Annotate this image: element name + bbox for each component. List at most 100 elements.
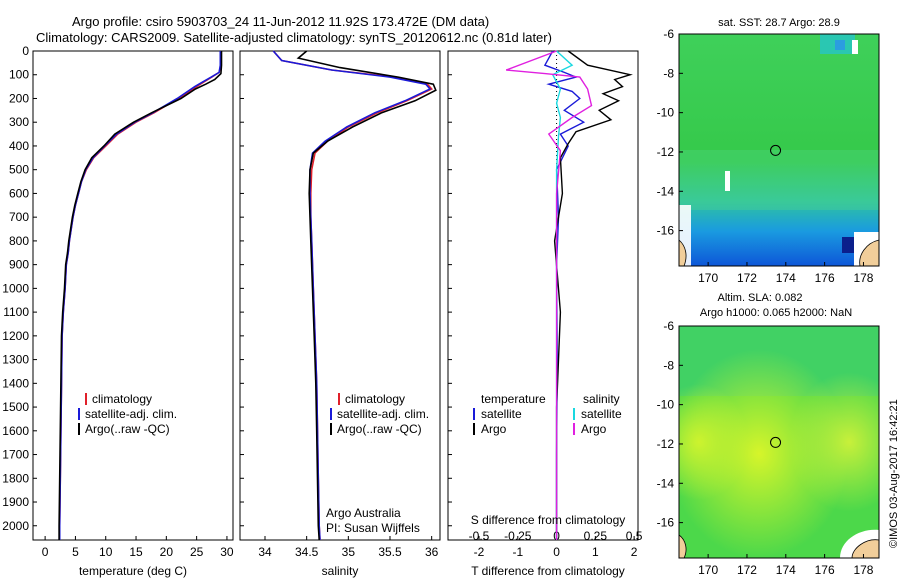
legend-label-sal-satellite: satellite [581, 407, 622, 421]
map-x-tick-label: 174 [776, 563, 796, 577]
map-x-tick-label: 170 [698, 563, 718, 577]
series-line-temperature-argo [553, 50, 633, 540]
sst-argo-location-marker [770, 144, 782, 156]
depth-tick-label: 1600 [2, 424, 29, 438]
legend-label-temp-argo: Argo [481, 422, 507, 436]
depth-tick-label: 1700 [2, 448, 29, 462]
difference-legend: temperature satellite Argo salinity sate… [473, 392, 622, 436]
difference-panel-frame [447, 50, 639, 541]
map-y-tick-label: -8 [663, 66, 674, 80]
legend-label-satellite: satellite-adj. clim. [85, 407, 177, 421]
series-line-salinity-argo [505, 50, 593, 540]
depth-tick-label: 1000 [2, 281, 29, 295]
depth-tick-label: 300 [9, 115, 29, 129]
x-tick-label: 34 [258, 545, 272, 559]
depth-tick-label: 700 [9, 210, 29, 224]
map-x-tick-label: 172 [737, 563, 757, 577]
x-tick-label: 15 [129, 545, 143, 559]
map-y-tick-label: -16 [657, 224, 675, 238]
x-tick-label: 35.5 [378, 545, 402, 559]
depth-tick-label: 1500 [2, 400, 29, 414]
temperature-panel-frame [32, 50, 234, 541]
map-y-tick-label: -10 [657, 398, 675, 412]
legend-label-satellite: satellite-adj. clim. [337, 407, 429, 421]
legend-title-temperature: temperature [481, 392, 546, 406]
x-tick-label: -1 [512, 545, 523, 559]
map-y-tick-label: -12 [657, 437, 675, 451]
depth-tick-label: 200 [9, 91, 29, 105]
legend-label-climatology: climatology [345, 392, 405, 406]
legend-label-climatology: climatology [92, 392, 152, 406]
map-y-tick-label: -16 [657, 516, 675, 530]
series-line-satellite-adj-clim- [272, 50, 432, 541]
depth-tick-label: 1800 [2, 471, 29, 485]
series-line-temperature-satellite [543, 50, 586, 540]
depth-tick-label: 1300 [2, 353, 29, 367]
map-y-tick-label: -14 [657, 476, 675, 490]
salinity-xlabel: salinity [322, 564, 359, 578]
x-tick-label: 2 [631, 545, 638, 559]
x-tick-label: 25 [190, 545, 204, 559]
figure-title-line1: Argo profile: csiro 5903703_24 11-Jun-20… [72, 14, 489, 29]
depth-tick-label: 800 [9, 234, 29, 248]
map-x-tick-label: 174 [776, 271, 796, 285]
depth-tick-label: 500 [9, 163, 29, 177]
temperature-xlabel: temperature (deg C) [79, 564, 187, 578]
map-x-tick-label: 172 [737, 271, 757, 285]
map-x-tick-label: 176 [815, 563, 835, 577]
x-tick-label: 35 [342, 545, 356, 559]
sla-map-image [679, 326, 879, 558]
map-y-tick-label: -6 [663, 319, 674, 333]
sla-argo-location-marker [770, 436, 782, 448]
legend-label-argo: Argo(..raw -QC) [337, 422, 422, 436]
legend-title-salinity: salinity [583, 392, 620, 406]
depth-tick-label: 2000 [2, 519, 29, 533]
sla-map-axes: 170 172 174 176 178 -6 -8 -10 -12 -14 -16 [657, 319, 874, 577]
series-line-climatology [58, 51, 222, 540]
temperature-panel: 0 5 10 15 20 25 30 [42, 51, 234, 559]
sst-map-title: sat. SST: 28.7 Argo: 28.9 [718, 17, 840, 29]
legend-label-sal-argo: Argo [581, 422, 607, 436]
x-tick-label: 5 [72, 545, 79, 559]
depth-tick-label: 400 [9, 139, 29, 153]
depth-tick-label: 1100 [3, 305, 29, 319]
sla-map-frame [678, 325, 880, 559]
legend-label-temp-satellite: satellite [481, 407, 522, 421]
depth-axis: 0 100 200 300 400 500 600 700 800 900 1000 1100 1200… [2, 44, 452, 533]
s-tick-label: 0.25 [584, 529, 608, 543]
x-tick-label: 0 [42, 545, 49, 559]
x-tick-label: 1 [592, 545, 599, 559]
map-x-tick-label: 178 [853, 563, 873, 577]
map-y-tick-label: -12 [657, 145, 675, 159]
map-x-tick-label: 170 [698, 271, 718, 285]
map-y-tick-label: -14 [657, 184, 675, 198]
depth-tick-label: 600 [9, 186, 29, 200]
map-x-tick-label: 176 [815, 271, 835, 285]
temperature-legend: climatology satellite-adj. clim. Argo(..… [78, 392, 177, 436]
annotation-argo-australia: Argo Australia [326, 506, 401, 520]
map-x-tick-label: 178 [853, 271, 873, 285]
sla-map-title-line1: Altim. SLA: 0.082 [718, 292, 803, 304]
depth-tick-label: 900 [9, 258, 29, 272]
depth-tick-label: 1400 [2, 376, 29, 390]
salinity-panel-frame [239, 50, 441, 541]
depth-tick-label: 0 [22, 44, 29, 58]
x-tick-label: 10 [99, 545, 113, 559]
map-y-tick-label: -6 [663, 27, 674, 41]
x-tick-label: 36 [425, 545, 439, 559]
series-line-argo-raw-qc- [58, 51, 223, 540]
sst-map-image [679, 34, 879, 266]
sst-map-frame [678, 33, 880, 267]
figure-title-line2: Climatology: CARS2009. Satellite-adjuste… [36, 30, 552, 45]
difference-xlabel: T difference from climatology [471, 564, 625, 578]
x-tick-label: 34.5 [295, 545, 319, 559]
salinity-legend: climatology satellite-adj. clim. Argo(..… [326, 392, 429, 535]
salinity-panel: 34 34.5 35 35.5 36 [258, 50, 439, 559]
x-tick-label: 30 [220, 545, 234, 559]
difference-xlabel-top: S difference from climatology [471, 513, 626, 527]
s-tick-label: 0.5 [626, 529, 643, 543]
x-tick-label: 20 [160, 545, 174, 559]
x-tick-label: -2 [474, 545, 485, 559]
